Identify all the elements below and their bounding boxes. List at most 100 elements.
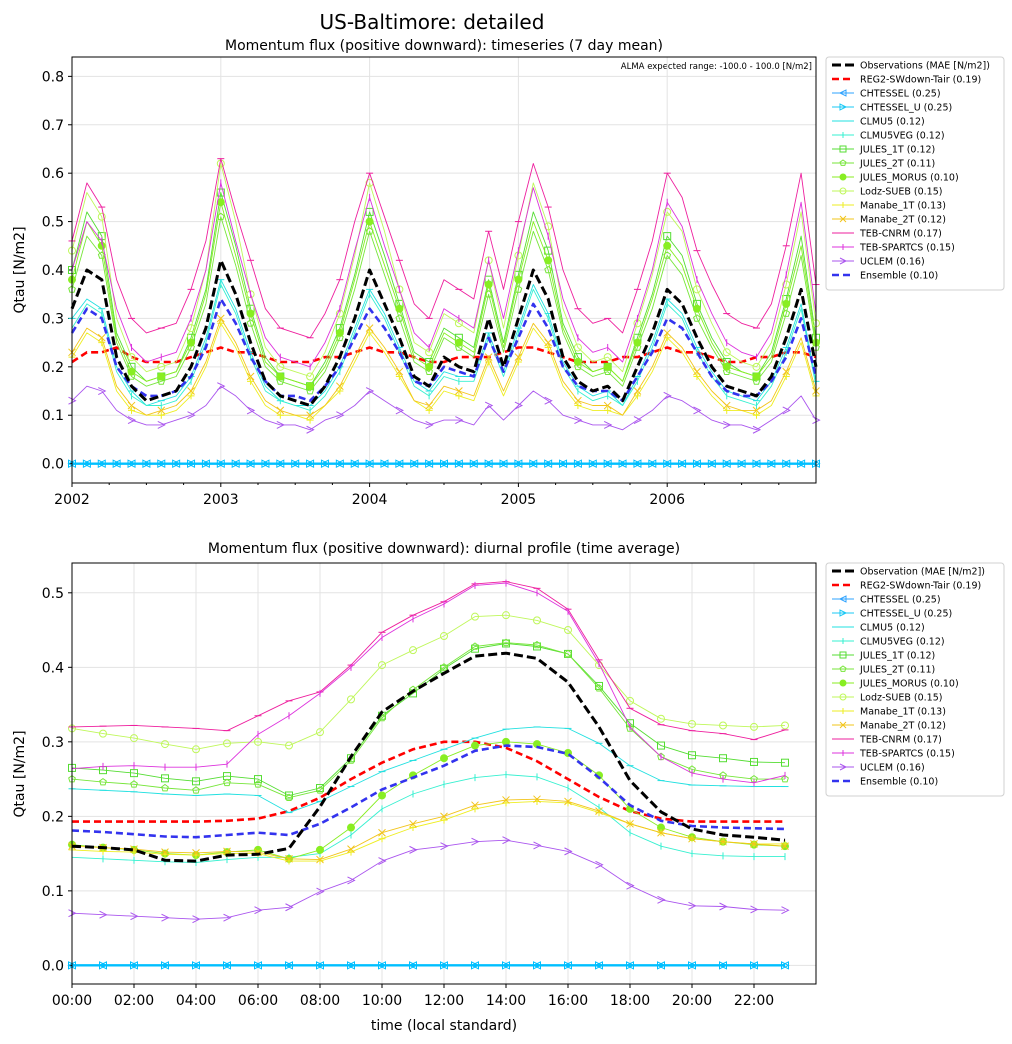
data-point [657, 741, 665, 750]
data-point [750, 840, 758, 848]
data-point [425, 406, 433, 414]
legend-label: REG2-SWdown-Tair (0.19) [860, 75, 981, 86]
data-point [187, 324, 196, 333]
legend-marker [839, 173, 847, 181]
legend: Observations (MAE [N/m2]) REG2-SWdown-Tai… [825, 56, 1005, 291]
data-point [425, 459, 434, 468]
axes-frame [71, 562, 817, 985]
legend-label: CLMU5VEG (0.12) [860, 637, 945, 648]
data-point [192, 849, 200, 857]
y-tick-label: 0.0 [42, 457, 64, 473]
data-point [688, 961, 697, 970]
data-point [626, 881, 635, 890]
data-point [502, 836, 511, 845]
data-point [678, 459, 687, 468]
data-point [347, 823, 355, 832]
series-jules_morus [68, 737, 789, 863]
legend: Observation (MAE [N/m2]) REG2-SWdown-Tair… [825, 562, 1005, 797]
data-point [130, 961, 139, 970]
data-point [782, 406, 791, 415]
data-point [425, 420, 434, 429]
data-point [192, 777, 200, 786]
data-point [455, 343, 463, 351]
series-lodz_sueb [68, 611, 789, 754]
data-point [633, 387, 642, 395]
y-tick-label: 0.2 [42, 809, 64, 825]
data-point [127, 372, 136, 380]
data-point [192, 745, 200, 754]
data-point [595, 684, 603, 692]
y-tick-label: 0.8 [42, 69, 64, 85]
data-point [692, 459, 702, 468]
data-point [595, 809, 603, 817]
data-point [97, 459, 107, 468]
legend-label: REG2-SWdown-Tair (0.19) [860, 581, 981, 592]
data-point [454, 459, 464, 468]
data-point [425, 401, 433, 410]
data-point [142, 459, 152, 468]
legend-label: CLMU5 (0.12) [860, 117, 925, 128]
data-point [246, 406, 256, 415]
x-tick-label: 12:00 [424, 993, 464, 1009]
data-point [648, 459, 657, 468]
data-point [471, 837, 480, 846]
data-point [130, 734, 138, 743]
series-line [71, 651, 786, 863]
data-point [722, 459, 732, 468]
series-observations [71, 651, 786, 863]
data-point [663, 329, 672, 337]
series-chtessel_u [68, 961, 790, 970]
series-line [71, 726, 785, 814]
data-point [276, 411, 284, 419]
data-point [285, 791, 293, 800]
data-point [130, 780, 138, 788]
data-point [603, 420, 613, 429]
diurnal-chart: Momentum flux (positive downward): diurn… [12, 541, 1005, 1034]
data-point [633, 338, 642, 347]
data-point [347, 961, 356, 970]
x-tick-label: 06:00 [238, 993, 278, 1009]
data-point [484, 280, 493, 289]
x-tick-label: 2003 [203, 492, 239, 508]
legend-label: Manabe_2T (0.12) [860, 721, 946, 732]
data-point [564, 847, 573, 856]
data-point [603, 459, 613, 468]
data-point [595, 860, 604, 869]
timeseries-chart: Momentum flux (positive downward): times… [12, 38, 1005, 508]
data-point [633, 392, 641, 400]
data-point [564, 961, 573, 970]
legend-label: Manabe_1T (0.13) [860, 201, 946, 212]
data-point [306, 411, 314, 420]
data-point [395, 304, 404, 313]
data-point [254, 775, 262, 784]
data-point [564, 799, 572, 807]
legend-label: JULES_2T (0.11) [859, 159, 935, 170]
data-point [130, 769, 138, 778]
data-point [276, 377, 285, 385]
legend-label: UCLEM (0.16) [860, 257, 925, 268]
data-point [409, 646, 417, 655]
x-tick-label: 2006 [649, 492, 685, 508]
data-point [157, 411, 165, 419]
data-point [688, 901, 697, 910]
data-point [603, 401, 612, 410]
data-point [781, 758, 789, 767]
data-point [663, 232, 672, 241]
data-point [440, 816, 448, 824]
data-point [316, 855, 324, 864]
legend-marker [839, 257, 848, 265]
data-point [484, 353, 493, 361]
series-line [71, 385, 817, 431]
data-point [187, 459, 196, 468]
legend-label: Observations (MAE [N/m2]) [860, 61, 990, 72]
data-point [767, 459, 776, 468]
data-point [409, 819, 417, 828]
data-point [127, 459, 137, 468]
data-point [157, 377, 166, 385]
data-point [471, 612, 479, 621]
data-point [347, 845, 355, 853]
data-point [595, 681, 603, 690]
data-point [781, 906, 790, 915]
data-point [781, 961, 790, 970]
data-point [217, 382, 226, 391]
